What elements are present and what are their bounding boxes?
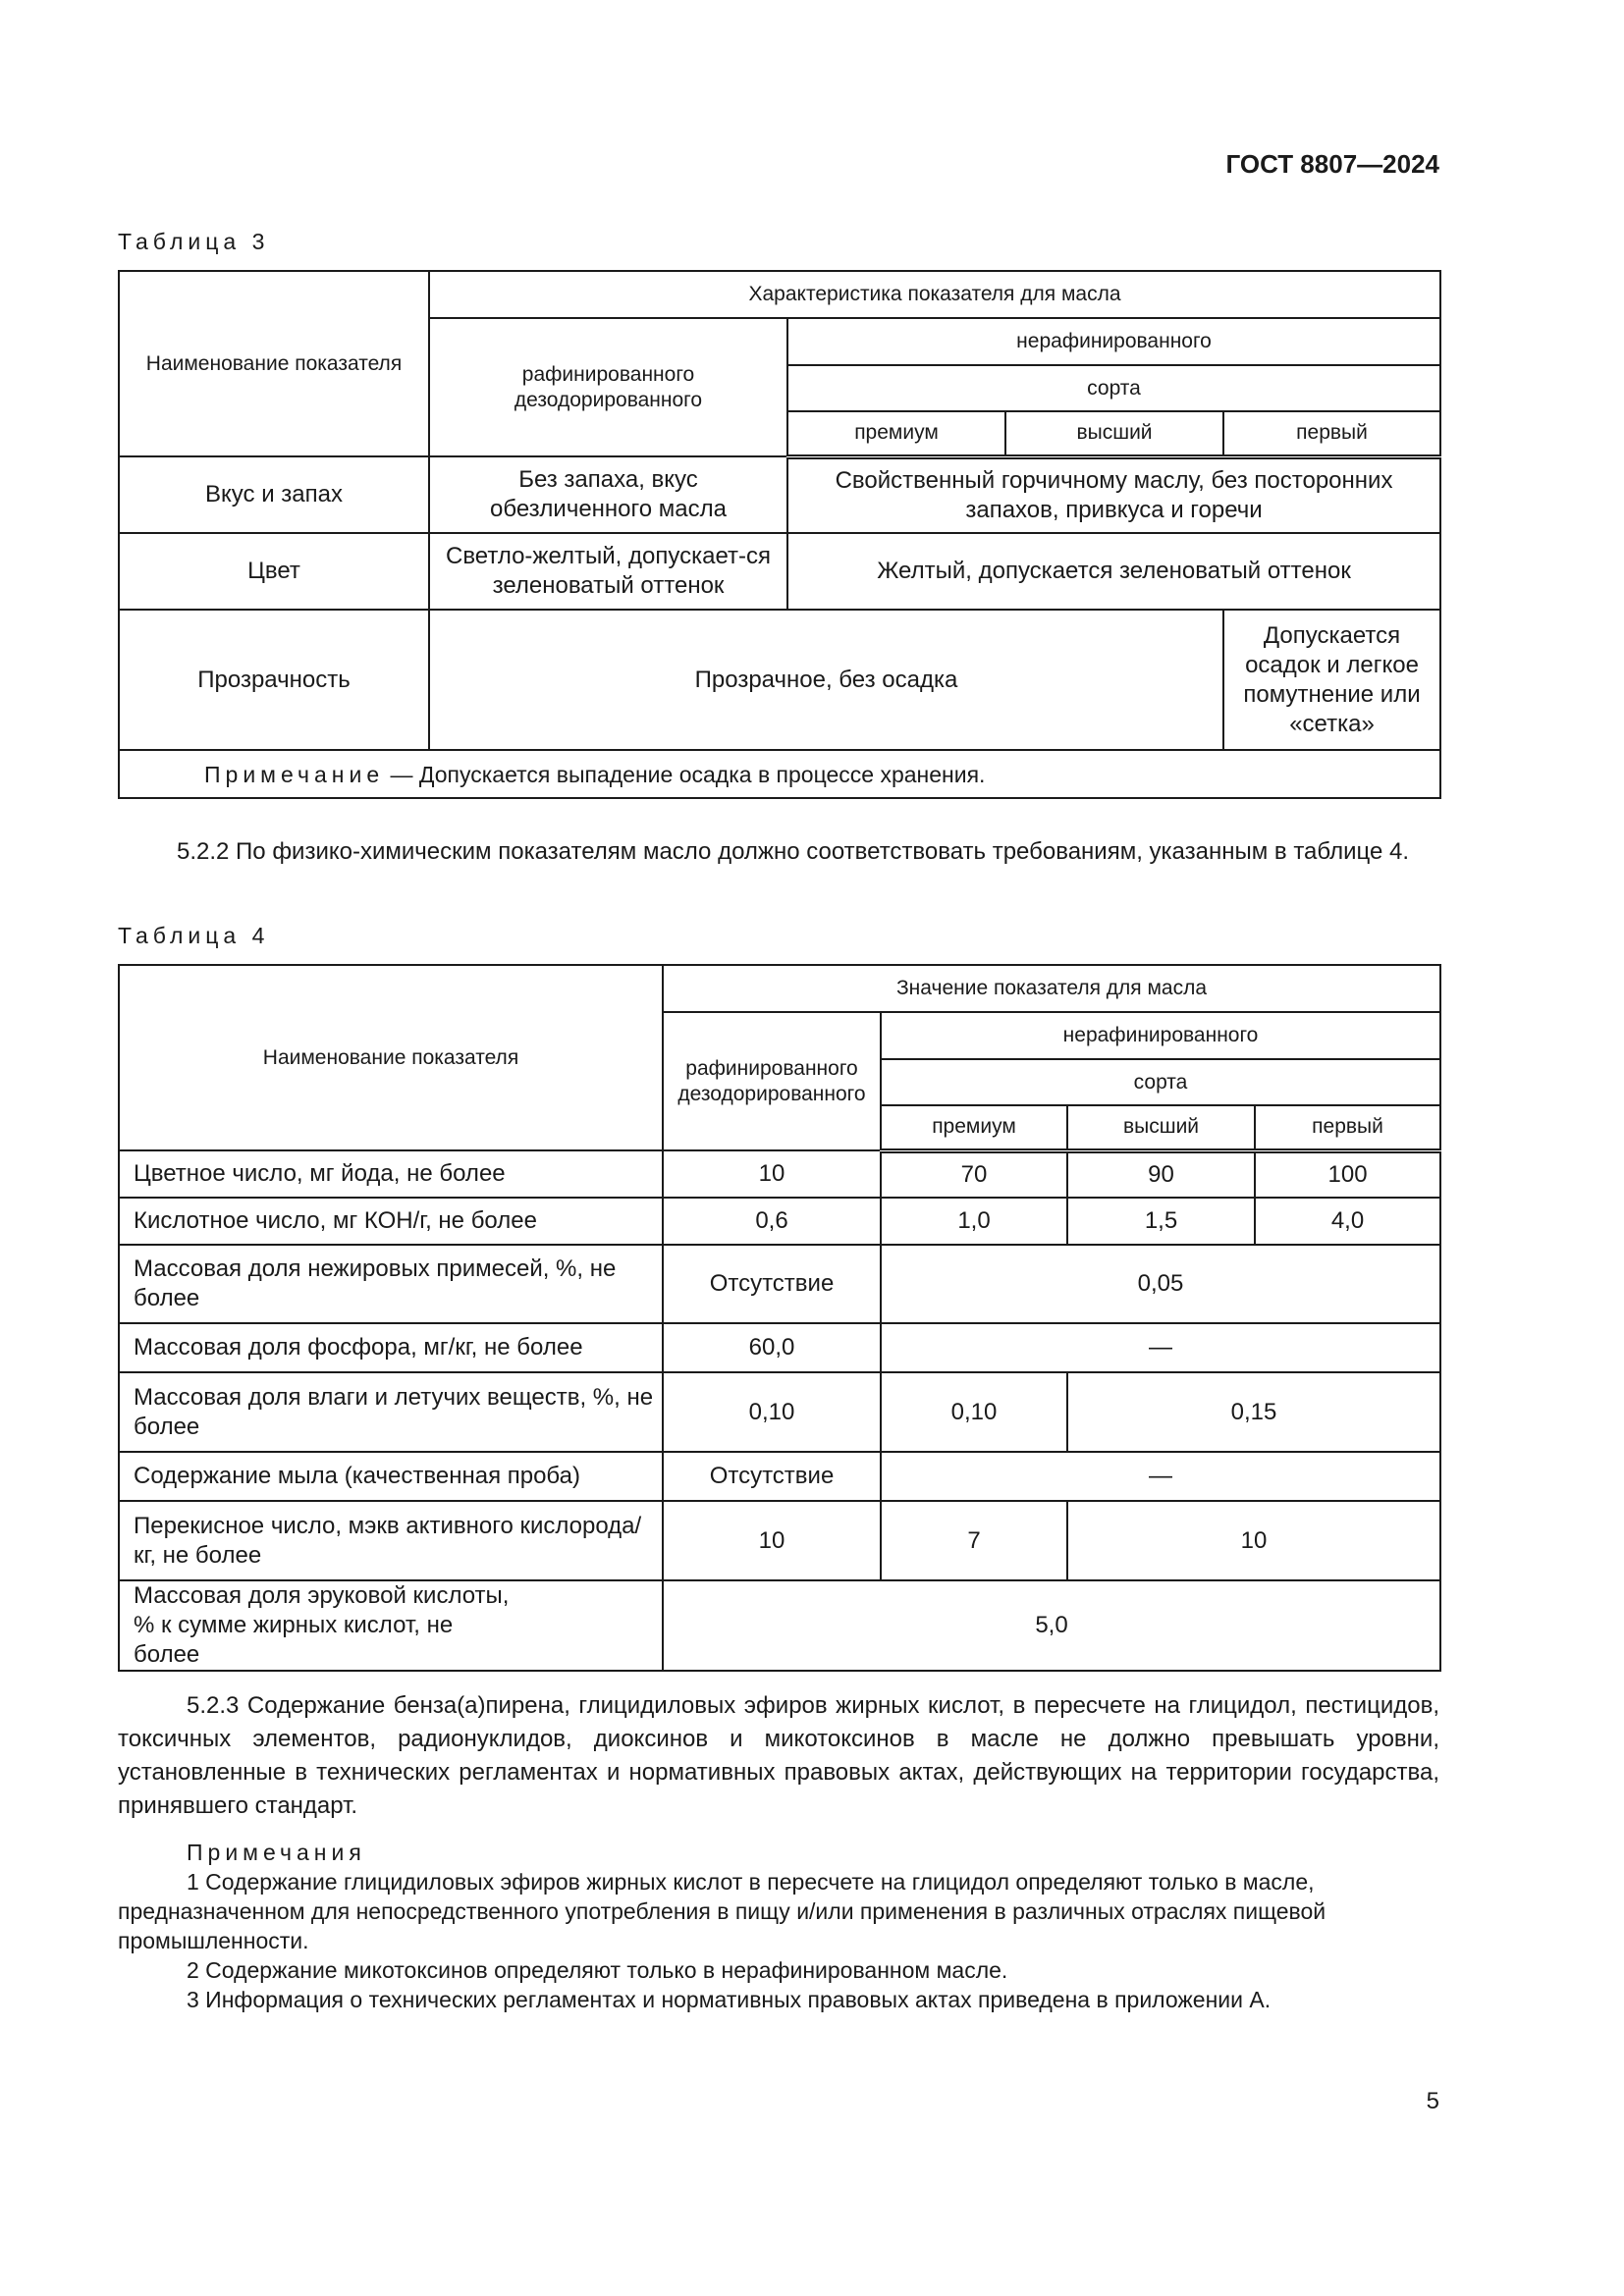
table-row: Массовая доля нежировых примесей, %, не … [118,1244,1442,1324]
cell-value: 0,10 [880,1371,1068,1453]
cell-value: 60,0 [662,1322,882,1373]
col-header-premium: премиум [880,1104,1068,1153]
row-name: Массовая доля фосфора, мг/кг, не более [118,1322,664,1373]
col-header-first: первый [1253,1104,1442,1153]
page-number: 5 [1426,2088,1439,2114]
cell-value: 100 [1253,1149,1442,1199]
cell-value: 10 [1065,1500,1442,1581]
cell-value: 0,05 [879,1244,1442,1324]
cell-refined: Светло-желтый, допускает-ся зеленоватый … [428,532,788,611]
table-3: Наименование показателя Характеристика п… [117,270,1442,799]
row-name: Вкус и запах [118,455,430,534]
row-name: Перекисное число, мэкв активного кислоро… [118,1500,664,1581]
col-header-highest: высший [1066,1104,1256,1153]
col-header-first: первый [1221,410,1442,459]
col-header-premium: премиум [786,410,1006,459]
note-item: 1 Содержание глицидиловых эфиров жирных … [118,1869,1326,1953]
note-item: 2 Содержание микотоксинов определяют тол… [187,1957,1008,1983]
cell-unrefined: Свойственный горчичному маслу, без посто… [785,455,1442,534]
col-header-highest: высший [1004,410,1224,459]
table-row: Массовая доля фосфора, мг/кг, не более 6… [118,1322,1442,1373]
col-header-name: Наименование показателя [118,964,664,1151]
table-4: Наименование показателя Значение показат… [118,964,1442,1672]
cell-value: 90 [1066,1149,1256,1199]
col-header-unrefined: нерафинированного [879,1011,1442,1060]
row-name: Массовая доля эруковой кислоты, % к сумм… [118,1579,664,1672]
table-row: Вкус и запах Без запаха, вкус обезличенн… [118,455,1442,534]
table-row: Содержание мыла (качественная проба) Отс… [118,1451,1442,1502]
table-row: Цвет Светло-желтый, допускает-ся зеленов… [118,532,1442,611]
note-label: Примечание [204,761,385,787]
cell-value: 0,10 [662,1371,882,1453]
document-code: ГОСТ 8807—2024 [1225,149,1439,179]
paragraph-5-2-3: 5.2.3 Содержание бенза(а)пирена, глициди… [118,1692,1439,1819]
cell-value: 1,0 [880,1197,1068,1246]
cell-value: — [879,1322,1442,1373]
row-name: Массовая доля нежировых примесей, %, не … [118,1244,664,1324]
notes: Примечания 1 Содержание глицидиловых эфи… [118,1838,1439,2014]
row-name: Кислотное число, мг КОН/г, не более [118,1197,664,1246]
col-header-unrefined: нерафинированного [785,317,1442,366]
row-name: Содержание мыла (качественная проба) [118,1451,664,1502]
cell-value: 1,5 [1066,1197,1256,1246]
table-row: Перекисное число, мэкв активного кислоро… [118,1500,1442,1581]
notes-title: Примечания [187,1840,366,1865]
cell-common: Прозрачное, без осадка [428,609,1224,751]
cell-unrefined: Желтый, допускается зеленоватый оттенок [785,532,1442,611]
col-header-name: Наименование показателя [118,270,430,457]
table-row: Цветное число, мг йода, не более 10 70 9… [118,1149,1442,1199]
cell-first: Допускается осадок и легкое помутнение и… [1221,609,1442,751]
cell-value: 5,0 [661,1579,1442,1672]
note-text: — Допускается выпадение осадка в процесс… [384,761,986,787]
table-4-caption: Таблица 4 [118,923,270,948]
col-header-group: Значение показателя для масла [661,964,1442,1013]
table-row: Прозрачность Прозрачное, без осадка Допу… [118,609,1442,751]
cell-value: 0,15 [1065,1371,1442,1453]
row-name: Цвет [118,532,430,611]
col-header-group: Характеристика показателя для масла [427,270,1442,319]
cell-value: 0,6 [662,1197,882,1246]
cell-value: Отсутствие [662,1244,882,1324]
paragraph-5-2-2: 5.2.2 По физико-химическим показателям м… [177,838,1409,865]
row-name: Массовая доля влаги и летучих веществ, %… [118,1371,664,1453]
note-item: 3 Информация о технических регламентах и… [187,1987,1272,2012]
row-name: Прозрачность [118,609,430,751]
cell-value: 4,0 [1253,1197,1442,1246]
table-3-caption: Таблица 3 [118,229,270,254]
col-header-refined: рафинированного дезодорированного [662,1011,882,1151]
col-header-grade: сорта [879,1058,1442,1106]
table-row: Массовая доля влаги и летучих веществ, %… [118,1371,1442,1453]
col-header-refined: рафинированного дезодорированного [428,317,788,457]
cell-value: 70 [880,1149,1068,1199]
cell-value: Отсутствие [662,1451,882,1502]
cell-value: 10 [662,1500,882,1581]
row-name: Цветное число, мг йода, не более [118,1149,664,1199]
col-header-grade: сорта [785,364,1442,412]
table-row: Массовая доля эруковой кислоты, % к сумм… [118,1579,1442,1672]
cell-refined: Без запаха, вкус обезличенного масла [428,455,788,534]
cell-value: 7 [880,1500,1068,1581]
table-note-row: Примечание — Допускается выпадение осадк… [117,749,1442,799]
cell-value: 10 [662,1149,882,1199]
table-row: Кислотное число, мг КОН/г, не более 0,6 … [118,1197,1442,1246]
cell-value: — [879,1451,1442,1502]
